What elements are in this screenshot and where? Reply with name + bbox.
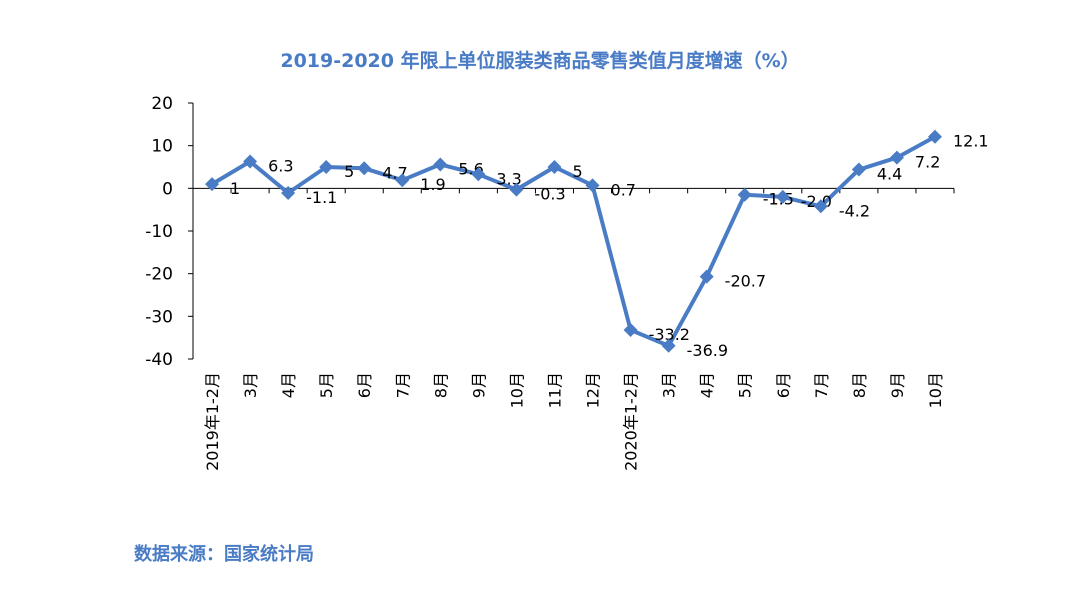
data-point xyxy=(927,129,942,144)
data-label: 12.1 xyxy=(953,132,989,151)
data-label: 1.9 xyxy=(420,175,445,194)
x-tick-label: 10月 xyxy=(926,372,945,408)
data-point xyxy=(243,154,258,169)
data-point xyxy=(357,161,372,176)
data-point xyxy=(737,187,752,202)
data-label: -1.1 xyxy=(306,188,337,207)
x-tick-label: 2020年1-2月 xyxy=(622,372,641,471)
x-tick-label: 5月 xyxy=(736,372,755,398)
data-label: -20.7 xyxy=(725,272,766,291)
data-point xyxy=(547,160,562,174)
x-tick-label: 7月 xyxy=(393,372,412,398)
x-tick-label: 3月 xyxy=(241,372,260,398)
source-note: 数据来源：国家统计局 xyxy=(134,544,314,565)
y-tick-label: -30 xyxy=(145,307,173,327)
data-label: 5 xyxy=(344,162,354,181)
x-tick-label: 9月 xyxy=(888,372,907,398)
x-tick-label: 2019年1-2月 xyxy=(203,372,222,471)
data-label: 1 xyxy=(230,179,240,198)
x-tick-label: 12月 xyxy=(584,372,603,408)
data-point xyxy=(471,167,486,182)
data-point xyxy=(623,322,638,337)
data-point xyxy=(889,150,904,165)
data-label: -36.9 xyxy=(687,341,728,360)
y-tick-label: -20 xyxy=(145,265,173,285)
data-label: 0.7 xyxy=(611,180,636,199)
x-tick-label: 7月 xyxy=(812,372,831,398)
y-tick-label: 10 xyxy=(151,137,173,157)
x-tick-label: 10月 xyxy=(507,372,526,408)
x-tick-label: 8月 xyxy=(431,372,450,398)
data-label: 7.2 xyxy=(915,153,940,172)
x-tick-label: 3月 xyxy=(660,372,679,398)
x-tick-label: 11月 xyxy=(545,372,564,408)
data-label: -33.2 xyxy=(649,325,690,344)
data-point xyxy=(661,338,676,353)
x-tick-label: 6月 xyxy=(774,372,793,398)
data-point xyxy=(281,186,296,201)
x-tick-label: 9月 xyxy=(469,372,488,398)
y-tick-label: 20 xyxy=(151,94,173,114)
x-tick-label: 8月 xyxy=(850,372,869,398)
y-tick-label: -40 xyxy=(145,350,173,370)
data-point xyxy=(395,173,410,188)
chart-title: 2019-2020 年限上单位服装类商品零售类值月度增速（%） xyxy=(280,50,800,72)
data-point xyxy=(205,177,220,192)
data-point xyxy=(509,182,524,197)
x-tick-label: 5月 xyxy=(317,372,336,398)
x-tick-label: 4月 xyxy=(279,372,298,398)
data-point xyxy=(433,157,448,172)
data-label: 5 xyxy=(572,162,582,181)
data-point xyxy=(813,199,828,214)
data-point xyxy=(585,178,600,193)
y-tick-label: 0 xyxy=(162,179,173,199)
data-point xyxy=(851,162,866,177)
data-label: -0.3 xyxy=(534,185,565,204)
data-label: 4.4 xyxy=(877,165,902,184)
data-point xyxy=(319,160,334,174)
data-label: 3.3 xyxy=(496,169,521,188)
x-tick-label: 4月 xyxy=(698,372,717,398)
data-point xyxy=(699,269,714,284)
data-label: 6.3 xyxy=(268,156,293,175)
data-label: -4.2 xyxy=(839,201,870,220)
y-tick-label: -10 xyxy=(145,222,173,242)
data-point xyxy=(775,189,790,204)
x-tick-label: 6月 xyxy=(355,372,374,398)
